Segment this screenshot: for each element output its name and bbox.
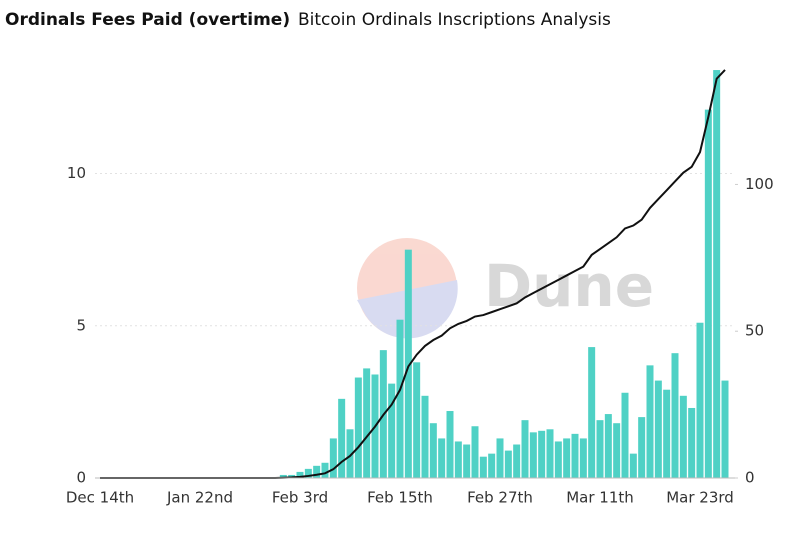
bar [629,453,637,478]
bar [671,353,679,478]
bar [388,383,396,478]
bar [688,407,696,478]
chart-subtitle: Bitcoin Ordinals Inscriptions Analysis [298,10,611,30]
bar [479,456,487,478]
x-tick-label: Feb 15th [367,489,433,507]
bar [279,474,287,478]
bar [704,109,712,478]
y-tick-label: 0 [76,469,86,487]
bar [471,426,479,478]
x-tick-label: Mar 23rd [666,489,734,507]
bar [321,462,329,478]
bar [654,380,662,478]
bar [346,429,354,478]
bar [304,468,312,478]
bar [504,450,512,478]
bar [396,319,404,478]
bar [463,444,471,478]
bar [421,395,429,478]
bar [404,249,412,478]
bar [488,453,496,478]
chart-title: Ordinals Fees Paid (overtime) [5,10,290,30]
bar [563,438,571,478]
bar [663,389,671,478]
bar [446,411,454,478]
bar [454,441,462,478]
x-tick-label: Dec 14th [66,489,134,507]
bar [613,423,621,478]
watermark-text: Dune [484,252,654,320]
bar [513,444,521,478]
bar [679,395,687,478]
bar [721,380,729,478]
bar [313,465,321,478]
bar [621,392,629,478]
bar [604,414,612,478]
bar [296,471,304,478]
bar [429,423,437,478]
x-tick-label: Feb 3rd [272,489,328,507]
bar [329,438,337,478]
bar [413,362,421,478]
bar [554,441,562,478]
bar [438,438,446,478]
bar [713,70,721,479]
bar [571,433,579,478]
y2-tick-label: 0 [745,469,755,487]
bar [588,347,596,478]
bar [579,438,587,478]
y-tick-label: 10 [67,164,86,182]
bar [696,322,704,478]
bar [354,377,362,478]
bar [338,398,346,478]
y2-tick-label: 50 [745,322,764,340]
bar [538,430,546,478]
y2-tick-label: 100 [745,175,774,193]
bar [596,420,604,478]
bar [363,368,371,478]
y-tick-label: 5 [76,316,86,334]
x-tick-label: Mar 11th [566,489,634,507]
bar [646,365,654,478]
x-tick-label: Jan 22nd [166,489,233,507]
bar [529,432,537,478]
bar [546,429,554,478]
bar [496,438,504,478]
bar [638,417,646,478]
x-tick-label: Feb 27th [467,489,533,507]
bar [521,420,529,478]
